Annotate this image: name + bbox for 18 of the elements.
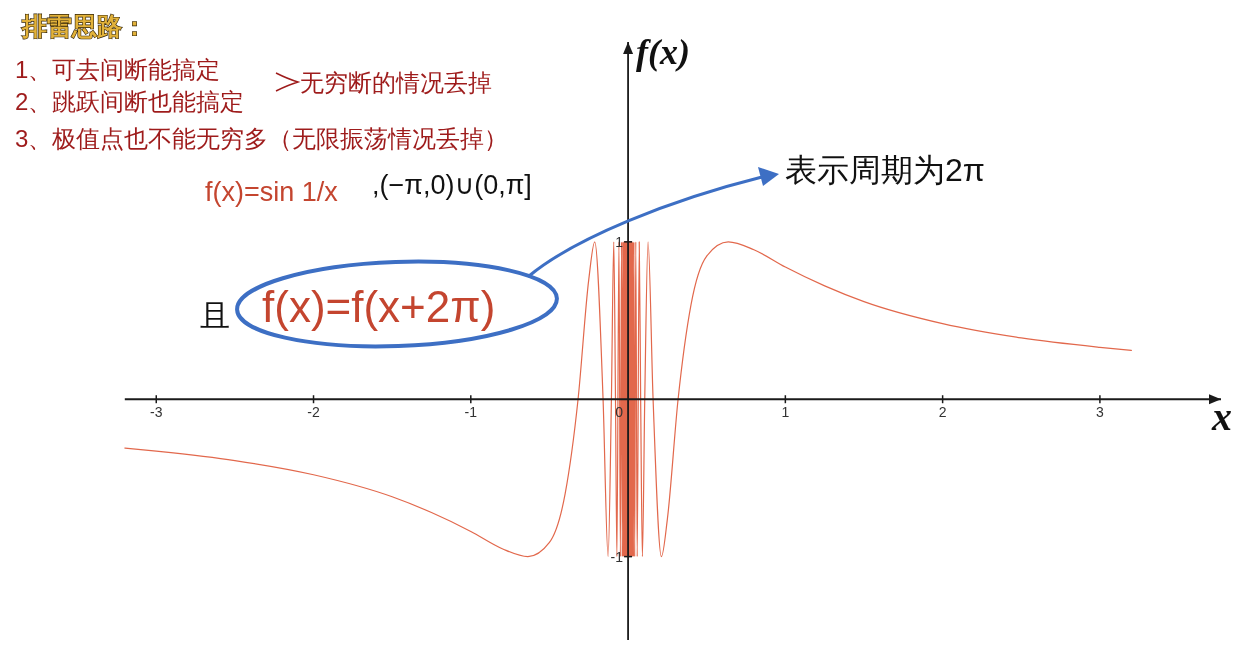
annotation: 且 <box>200 298 230 332</box>
annotation: 1、可去间断能搞定 <box>15 55 221 83</box>
x-tick-label: 3 <box>1096 404 1104 421</box>
x-tick-label: -2 <box>307 404 320 421</box>
x-tick-label: -1 <box>464 404 478 421</box>
y-axis-title: f(x) <box>636 32 690 72</box>
annotation: 表示周期为2π <box>785 152 985 188</box>
chart-title: 排雷思路： <box>21 12 147 40</box>
annotation: ,(−π,0)∪(0,π] <box>372 170 532 200</box>
annotation: 无穷断的情况丢掉 <box>300 68 492 96</box>
annotation: 2、跳跃间断也能搞定 <box>15 87 245 115</box>
annotation: f(x)=sin 1/x <box>205 177 339 207</box>
annotation: 3、极值点也不能无穷多（无限振荡情况丢掉） <box>15 124 509 152</box>
annotation: f(x)=f(x+2π) <box>262 281 496 331</box>
x-tick-label: 2 <box>938 404 947 421</box>
x-axis-title: x <box>1211 393 1232 439</box>
x-tick-label: -3 <box>150 404 163 421</box>
x-tick-label: 1 <box>781 404 790 421</box>
